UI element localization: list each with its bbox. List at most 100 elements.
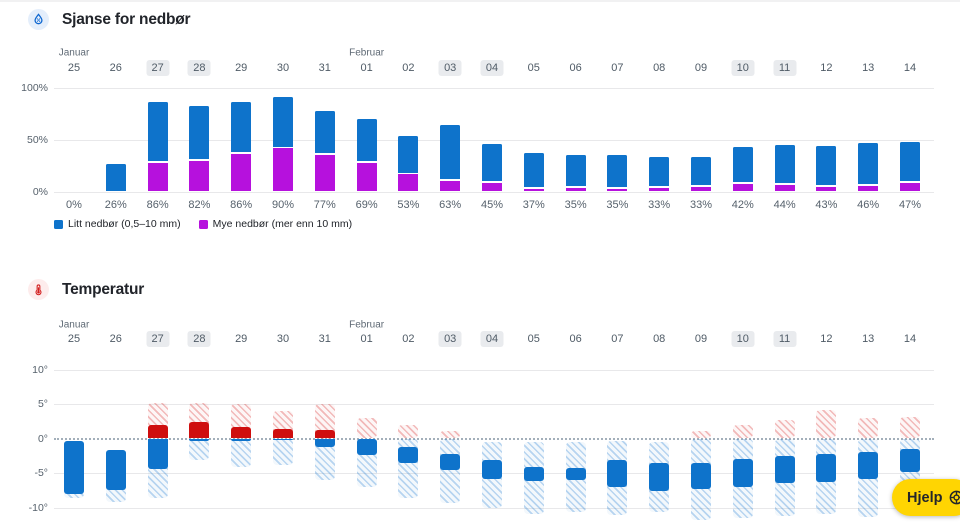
temp-uncertainty-above-zero <box>440 430 461 439</box>
precip-bar-litt <box>732 147 753 183</box>
day-label: 26 <box>109 61 122 74</box>
day-label: 28 <box>193 61 206 74</box>
day-label: 25 <box>67 61 81 74</box>
day-highlight <box>773 330 797 347</box>
precip-percent-label: 46% <box>857 198 880 211</box>
day-highlight <box>438 330 462 347</box>
day-highlight <box>731 59 755 76</box>
precip-bar-litt <box>356 119 377 162</box>
day-label: 13 <box>862 332 875 345</box>
day-label: 03 <box>444 332 457 345</box>
day-label: 02 <box>402 61 415 74</box>
precip-bar-litt <box>440 125 461 180</box>
precip-bar-mye <box>691 186 711 191</box>
day-label: 06 <box>569 61 582 74</box>
day-label: 29 <box>235 332 248 345</box>
day-label: 07 <box>611 61 624 74</box>
legend-swatch-blue <box>54 219 63 229</box>
legend-label: Litt nedbør (0,5–10 mm) <box>68 218 181 230</box>
precip-bar-litt <box>147 101 168 162</box>
droplet-percent-icon <box>28 9 49 30</box>
temp-gridline <box>54 369 934 371</box>
precip-bar-litt <box>398 135 419 173</box>
month-label: Januar <box>58 47 90 59</box>
precip-bar-mye <box>440 180 461 191</box>
day-label: 05 <box>527 61 540 74</box>
temp-uncertainty-below-zero <box>189 438 210 460</box>
temp-bar-below-zero <box>231 438 252 441</box>
precip-bar-litt <box>314 110 335 154</box>
precip-percent-label: 42% <box>731 198 754 211</box>
temp-uncertainty-above-zero <box>858 417 879 439</box>
temp-bar <box>774 455 795 484</box>
temp-bar <box>565 468 586 480</box>
temp-gridline <box>54 404 934 405</box>
temp-uncertainty-above-zero <box>356 417 377 439</box>
day-label: 31 <box>318 332 331 345</box>
day-label: 04 <box>485 61 499 74</box>
precip-bar-mye <box>273 148 293 191</box>
temp-uncertainty-below-zero <box>314 438 335 480</box>
precip-percent-label: 47% <box>898 198 922 211</box>
temp-zero-gridline <box>54 437 934 440</box>
precip-bar-litt <box>523 152 544 188</box>
precip-percent-label: 69% <box>355 198 378 211</box>
temp-uncertainty-above-zero <box>900 417 920 439</box>
temp-uncertainty-below-zero <box>440 438 461 504</box>
precipitation-title: Sjanse for nedbør <box>62 10 191 28</box>
precipitation-section-header: Sjanse for nedbør <box>28 9 191 30</box>
day-label: 10 <box>736 332 749 345</box>
day-label: 28 <box>193 332 206 345</box>
month-label: Februar <box>349 319 385 330</box>
precip-bar-litt <box>565 154 586 187</box>
precip-bar-mye <box>356 162 377 191</box>
precip-percent-label: 33% <box>689 198 713 211</box>
day-label: 30 <box>276 332 290 345</box>
temp-uncertainty-above-zero <box>314 404 335 439</box>
thermometer-icon <box>28 279 49 300</box>
legend-label: Mye nedbør (mer enn 10 mm) <box>212 218 353 230</box>
precip-bar-mye <box>900 182 920 191</box>
day-label: 14 <box>903 332 917 345</box>
day-label: 13 <box>862 61 875 74</box>
precip-percent-label: 44% <box>773 198 796 211</box>
day-label: 25 <box>67 332 81 345</box>
help-button[interactable]: Hjelp <box>892 479 960 516</box>
precip-percent-label: 45% <box>480 198 504 211</box>
day-label: 12 <box>820 332 833 345</box>
temp-ytick: 0° <box>37 432 48 445</box>
precip-bar-litt <box>105 163 126 191</box>
precip-ytick: 0% <box>32 185 48 198</box>
month-label: Februar <box>349 47 385 59</box>
day-label: 08 <box>653 61 666 74</box>
precip-bar-litt <box>273 97 293 147</box>
precip-gridline <box>54 191 934 193</box>
temperature-title: Temperatur <box>62 280 145 298</box>
precip-bar-litt <box>482 144 502 182</box>
precip-bar-litt <box>189 105 210 160</box>
precip-percent-label: 43% <box>815 198 838 211</box>
precip-bar-litt <box>607 154 628 188</box>
temp-bar-below-zero <box>273 438 293 440</box>
temp-bar-below-zero <box>147 438 168 469</box>
precip-bar-mye <box>147 162 168 191</box>
day-label: 09 <box>694 332 708 345</box>
day-label: 01 <box>360 61 373 74</box>
temp-uncertainty-above-zero <box>691 430 711 439</box>
temp-bar <box>482 459 502 479</box>
precip-bar-mye <box>607 188 628 191</box>
precip-bar-mye <box>732 183 753 191</box>
precip-bar-mye <box>649 187 670 191</box>
temp-uncertainty-above-zero <box>398 425 419 439</box>
day-label: 05 <box>527 332 540 345</box>
day-label: 27 <box>151 332 164 345</box>
day-label: 29 <box>235 61 248 74</box>
day-label: 06 <box>569 332 582 345</box>
temp-bar <box>105 449 126 490</box>
help-button-label: Hjelp <box>907 489 943 506</box>
temp-bar-above-zero <box>189 421 210 439</box>
temp-bar <box>398 447 419 464</box>
precip-percent-label: 77% <box>313 198 336 211</box>
temp-uncertainty-below-zero <box>231 438 252 467</box>
